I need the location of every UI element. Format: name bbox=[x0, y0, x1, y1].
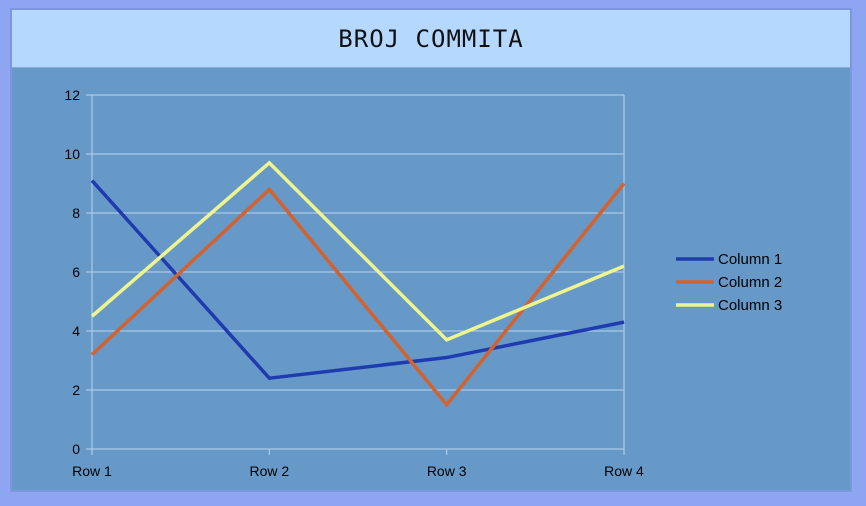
x-tick-label: Row 4 bbox=[604, 463, 644, 479]
legend-label-3: Column 3 bbox=[718, 297, 782, 314]
x-tick-label: Row 2 bbox=[249, 463, 289, 479]
x-tick-label: Row 3 bbox=[427, 463, 467, 479]
series-line-3 bbox=[90, 160, 625, 342]
chart-title: BROJ COMMITA bbox=[338, 24, 524, 53]
x-tick-label: Row 1 bbox=[72, 463, 112, 479]
y-tick-label: 12 bbox=[64, 87, 80, 103]
y-tick-label: 4 bbox=[72, 323, 80, 339]
legend-label-1: Column 1 bbox=[718, 251, 782, 268]
title-band: BROJ COMMITA bbox=[12, 10, 850, 68]
series-line-1 bbox=[90, 179, 625, 381]
y-tick-label: 10 bbox=[64, 146, 80, 162]
series-line-2 bbox=[90, 182, 626, 408]
y-tick-label: 0 bbox=[72, 441, 80, 457]
legend-label-2: Column 2 bbox=[718, 274, 782, 291]
y-tick-label: 8 bbox=[72, 205, 80, 221]
y-tick-label: 2 bbox=[72, 382, 80, 398]
chart-frame: BROJ COMMITA bbox=[10, 8, 852, 492]
y-tick-label: 6 bbox=[72, 264, 80, 280]
